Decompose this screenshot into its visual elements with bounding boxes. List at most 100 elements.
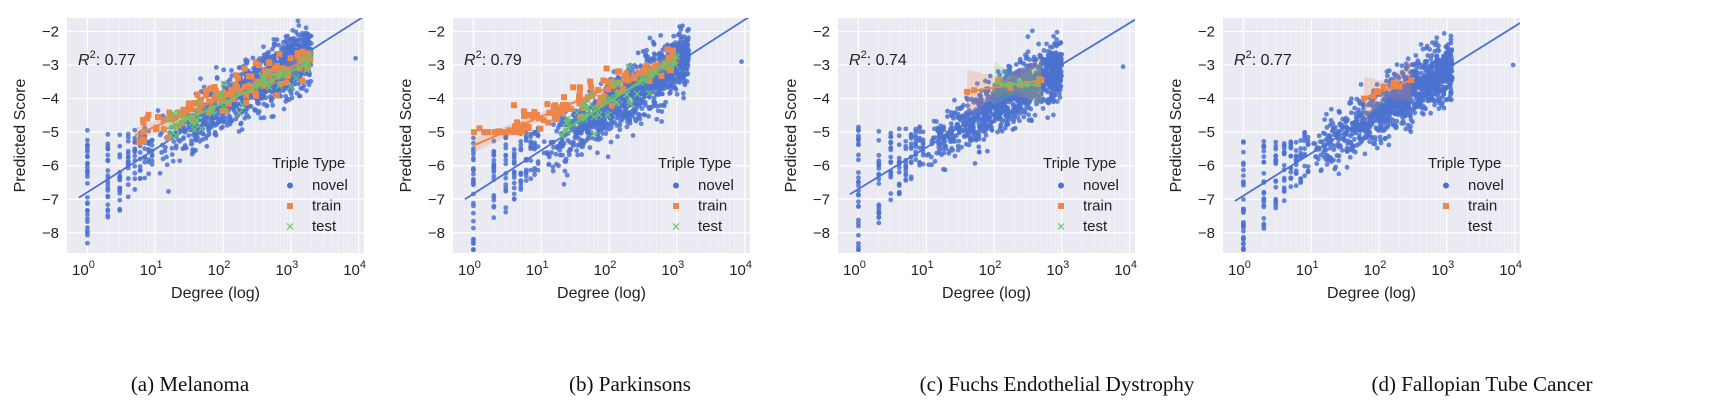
point-novel [1013,62,1019,67]
point-novel [85,147,90,153]
point-test [235,109,243,117]
point-novel [1026,112,1032,118]
point-novel [600,118,606,124]
point-novel [1046,100,1051,106]
point-novel [1302,146,1308,151]
point-novel [977,93,983,99]
point-novel [125,138,131,144]
point-novel [132,176,138,182]
point-test [584,104,592,111]
point-novel [929,162,935,168]
point-train [544,101,551,108]
point-train [651,63,658,70]
legend-marker-test [1057,223,1065,230]
point-novel [984,124,990,129]
point-novel [491,197,497,203]
point-novel [220,114,226,119]
point-test [270,71,278,79]
point-novel [564,172,570,178]
point-train [202,87,209,94]
point-train [560,94,567,101]
point-novel [605,154,611,160]
point-novel [926,151,932,157]
r2-annotation: R2: 0.74 [849,49,907,69]
point-novel [1051,33,1056,39]
point-novel [1391,71,1397,77]
point-novel [518,171,524,176]
point-novel [574,142,580,148]
point-train [470,129,477,136]
x-tick-label: 100 [72,259,95,279]
point-novel [876,160,882,166]
point-novel [1436,106,1442,111]
point-novel [652,101,658,107]
x-tick-label: 100 [843,259,866,279]
point-novel [546,161,552,167]
point-novel [876,220,882,226]
point-train [247,83,254,90]
point-novel [617,127,623,133]
point-novel [245,58,250,64]
point-train [533,111,540,118]
point-novel [979,97,984,102]
point-novel [471,180,476,186]
point-novel [85,174,90,180]
point-novel [1034,98,1039,104]
point-novel [988,94,993,100]
point-novel [609,119,615,125]
point-train [559,109,566,116]
point-novel [566,152,572,158]
point-novel [85,180,90,186]
point-novel [565,137,571,143]
point-train [529,113,536,120]
point-novel [132,147,138,153]
point-novel [573,133,579,139]
point-novel [661,103,667,109]
point-novel [553,151,559,157]
point-test [626,100,634,108]
point-novel [643,51,649,57]
point-novel [644,58,650,63]
point-novel [261,91,267,97]
point-train [545,119,552,126]
point-novel [888,160,894,165]
point-train [664,46,671,53]
point-novel [511,180,517,186]
point-train [279,65,286,72]
point-train [551,109,558,116]
y-tick-label: −6 [42,158,59,175]
point-novel [212,131,218,137]
point-train [136,139,143,146]
point-novel [562,168,568,174]
point-train [287,55,294,62]
point-train [666,67,673,74]
point-novel [1241,206,1246,212]
point-novel [941,150,947,156]
point-novel [1261,138,1267,144]
point-train [237,88,244,95]
legend-marker-train [1058,203,1064,209]
fit-line-train [473,57,678,147]
point-novel [1241,228,1246,234]
series-test [558,51,681,140]
point-novel [471,146,476,151]
point-train [145,111,152,118]
point-novel [557,152,563,158]
x-tick-label: 104 [343,259,366,279]
point-test [583,96,591,104]
point-novel [920,141,926,147]
point-novel [546,152,552,158]
point-novel [635,50,641,56]
point-novel [1288,175,1294,181]
point-novel [949,132,955,138]
point-novel [876,128,882,134]
point-train [230,96,237,103]
point-train [160,126,167,133]
point-novel [1302,130,1308,136]
point-novel [220,124,225,130]
point-novel [1302,173,1308,179]
point-novel [269,89,275,95]
point-novel [989,127,995,133]
point-novel [272,41,278,47]
point-novel [613,110,619,115]
